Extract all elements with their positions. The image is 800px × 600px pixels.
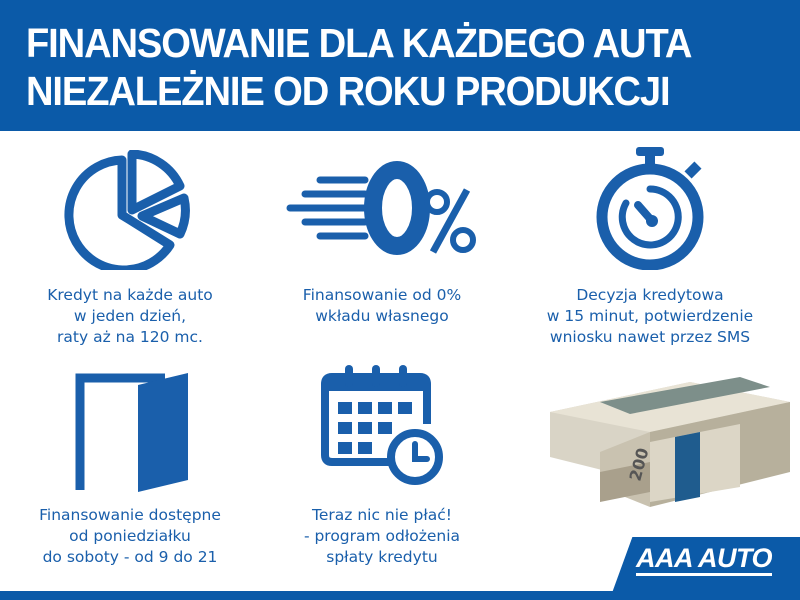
feature-caption-deferral: Teraz nic nie płać! - program odłożenia … xyxy=(252,505,512,568)
caption-line: Decyzja kredytowa xyxy=(576,286,724,304)
stopwatch-icon xyxy=(596,147,704,270)
caption-line: raty aż na 120 mc. xyxy=(57,328,203,346)
headline-line-1: FINANSOWANIE DLA KAŻDEGO AUTA xyxy=(26,20,692,66)
headline-line-2: NIEZALEŻNIE OD ROKU PRODUKCJI xyxy=(26,68,671,114)
feature-caption-decision: Decyzja kredytowa w 15 minut, potwierdze… xyxy=(520,285,780,348)
calendar-clock-icon xyxy=(321,365,443,485)
caption-line: Finansowanie dostępne xyxy=(39,506,221,524)
caption-line: do soboty - od 9 do 21 xyxy=(42,548,218,566)
caption-line: wniosku nawet przez SMS xyxy=(549,328,751,346)
caption-line: w 15 minut, potwierdzenie xyxy=(546,307,754,325)
open-door-icon xyxy=(75,373,188,492)
feature-caption-hours: Finansowanie dostępne od poniedziałku do… xyxy=(0,505,260,568)
feature-caption-zero-down: Finansowanie od 0% wkładu własnego xyxy=(252,285,512,327)
footer-bar xyxy=(0,591,800,600)
caption-line: Teraz nic nie płać! xyxy=(312,506,452,524)
banknote-stack-image: 200 xyxy=(550,377,790,507)
caption-line: - program odłożenia xyxy=(303,527,461,545)
caption-line: spłaty kredytu xyxy=(326,548,438,566)
caption-line: wkładu własnego xyxy=(315,307,449,325)
feature-caption-credit: Kredyt na każde auto w jeden dzień, raty… xyxy=(0,285,260,348)
caption-line: od poniedziałku xyxy=(69,527,191,545)
caption-line: w jeden dzień, xyxy=(73,307,187,325)
pie-chart-icon xyxy=(64,150,190,270)
zero-percent-icon xyxy=(286,161,476,255)
caption-line: Finansowanie od 0% xyxy=(302,286,462,304)
header-banner: FINANSOWANIE DLA KAŻDEGO AUTA NIEZALEŻNI… xyxy=(0,0,800,131)
aaa-auto-logo: AAA AUTO xyxy=(636,543,773,576)
caption-line: Kredyt na każde auto xyxy=(47,286,213,304)
